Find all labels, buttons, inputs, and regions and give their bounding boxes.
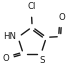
Text: HN: HN: [3, 32, 16, 41]
Text: O: O: [59, 13, 65, 22]
Text: Cl: Cl: [27, 2, 36, 11]
Text: S: S: [39, 56, 44, 65]
Text: O: O: [2, 54, 9, 63]
